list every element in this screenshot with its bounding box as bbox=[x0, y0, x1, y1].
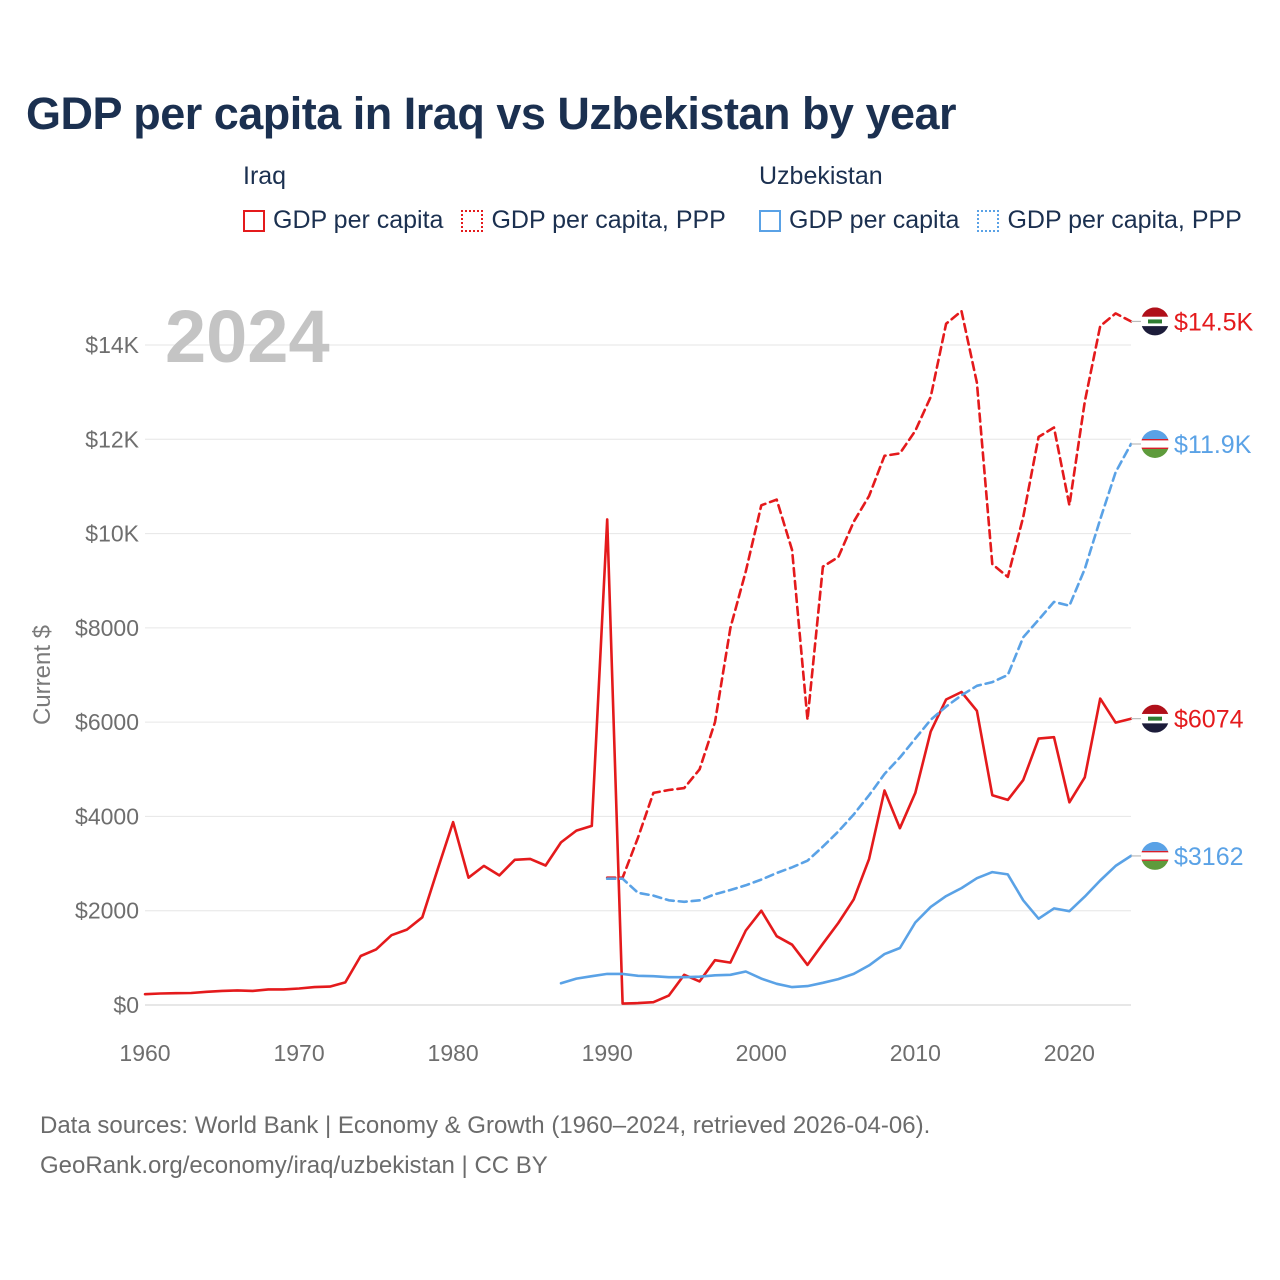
legend-country-uzbekistan: Uzbekistan bbox=[759, 162, 883, 190]
flag-stripe bbox=[1141, 439, 1169, 449]
legend-group-uzbekistan: Uzbekistan GDP per capita GDP per capita… bbox=[759, 162, 1260, 235]
y-tick-label: $10K bbox=[85, 521, 139, 547]
series-line-uzbekistan-gdp-per-capita bbox=[559, 854, 1133, 989]
legend-label: GDP per capita bbox=[273, 206, 444, 234]
flag-stripe bbox=[1141, 859, 1169, 861]
line-chart: 2024 $0 $2000 $4000 $6000 $8000 $10K $12K $14K 1… bbox=[29, 295, 1254, 1066]
flag-icon-uzbekistan bbox=[1141, 430, 1169, 458]
series bbox=[143, 309, 1133, 1005]
legend-country-iraq: Iraq bbox=[243, 162, 287, 190]
y-tick-label: $8000 bbox=[75, 615, 139, 641]
flag-stripe bbox=[1141, 723, 1169, 733]
y-tick-label: $0 bbox=[113, 992, 139, 1018]
y-tick-label: $2000 bbox=[75, 898, 139, 924]
x-tick-label: 1990 bbox=[582, 1040, 633, 1066]
end-label-value: $14.5K bbox=[1174, 308, 1254, 336]
x-tick-label: 1980 bbox=[428, 1040, 479, 1066]
x-tick-label: 1970 bbox=[273, 1040, 324, 1066]
flag-stripe bbox=[1141, 447, 1169, 449]
x-tick-label: 2010 bbox=[890, 1040, 941, 1066]
legend-swatch-dotted bbox=[461, 209, 484, 232]
legend-label: GDP per capita, PPP bbox=[1007, 206, 1242, 234]
y-axis-label: Current $ bbox=[29, 625, 56, 725]
flag-stripe bbox=[1141, 850, 1169, 853]
end-label-value: $3162 bbox=[1174, 843, 1244, 871]
y-tick-label: $4000 bbox=[75, 803, 139, 829]
flag-stripe bbox=[1141, 449, 1169, 458]
legend-item-iraq-gdp-ppp[interactable]: GDP per capita, PPP bbox=[461, 206, 726, 235]
y-tick-label: $12K bbox=[85, 426, 139, 452]
flag-icon-iraq bbox=[1141, 704, 1169, 733]
series-line-iraq-gdp-per-capita-ppp bbox=[605, 309, 1133, 880]
legend-label: GDP per capita, PPP bbox=[491, 206, 726, 234]
legend-swatch-solid bbox=[243, 209, 265, 232]
source-line-1: Data sources: World Bank | Economy & Gro… bbox=[40, 1112, 931, 1139]
end-label-value: $6074 bbox=[1174, 706, 1244, 734]
series-line-uzbekistan-gdp-per-capita-ppp bbox=[605, 442, 1133, 904]
flag-icon-iraq bbox=[1141, 307, 1169, 336]
flag-stripe bbox=[1141, 430, 1169, 439]
legend-group-iraq: Iraq GDP per capita GDP per capita, PPP bbox=[243, 162, 744, 235]
axes: $0 $2000 $4000 $6000 $8000 $10K $12K $14K 1960 19… bbox=[29, 332, 1095, 1066]
flag-stripe bbox=[1141, 860, 1169, 870]
flag-stripe bbox=[1141, 841, 1169, 851]
end-labels: $6074 $14.5K $3162 $11.9K bbox=[1131, 307, 1254, 871]
year-watermark: 2024 bbox=[165, 295, 330, 378]
flag-icon-uzbekistan bbox=[1141, 841, 1169, 870]
legend-swatch-solid bbox=[759, 209, 781, 232]
flag-stripe bbox=[1141, 704, 1169, 715]
flag-emblem bbox=[1148, 319, 1162, 324]
flag-stripe bbox=[1141, 439, 1169, 441]
legend-label: GDP per capita bbox=[789, 206, 960, 234]
flag-emblem bbox=[1148, 716, 1162, 721]
flag-stripe bbox=[1141, 307, 1169, 317]
y-tick-label: $6000 bbox=[75, 709, 139, 735]
series-line-iraq-gdp-per-capita bbox=[143, 518, 1133, 1005]
x-tick-label: 2020 bbox=[1044, 1040, 1095, 1066]
x-tick-label: 2000 bbox=[736, 1040, 787, 1066]
grid bbox=[145, 344, 1131, 1006]
source-url[interactable]: GeoRank.org/economy/iraq/uzbekistan | CC… bbox=[40, 1152, 548, 1179]
legend-item-uzbekistan-gdp-ppp[interactable]: GDP per capita, PPP bbox=[977, 206, 1242, 235]
flag-stripe bbox=[1141, 326, 1169, 336]
legend-swatch-dotted bbox=[977, 209, 1000, 232]
source-note: Data sources: World Bank | Economy & Gro… bbox=[40, 1106, 930, 1186]
legend-item-iraq-gdp[interactable]: GDP per capita bbox=[243, 206, 443, 235]
legend-item-uzbekistan-gdp[interactable]: GDP per capita bbox=[759, 206, 959, 235]
chart-title: GDP per capita in Iraq vs Uzbekistan by … bbox=[26, 88, 957, 139]
end-label-value: $11.9K bbox=[1174, 431, 1252, 459]
flag-stripe bbox=[1141, 850, 1169, 861]
x-tick-label: 1960 bbox=[119, 1040, 170, 1066]
y-tick-label: $14K bbox=[85, 332, 139, 358]
